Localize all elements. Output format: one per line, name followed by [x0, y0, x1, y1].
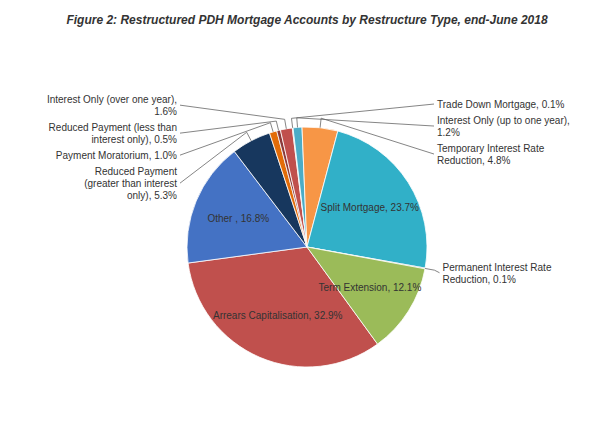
- svg-text:Temporary Interest RateReducti: Temporary Interest RateReduction, 4.8%: [437, 143, 545, 166]
- svg-text:Interest Only (over one year),: Interest Only (over one year),1.6%: [47, 94, 177, 117]
- svg-text:Trade Down Mortgage, 0.1%: Trade Down Mortgage, 0.1%: [437, 99, 565, 110]
- svg-text:Term Extension, 12.1%: Term Extension, 12.1%: [319, 282, 422, 293]
- svg-text:Payment Moratorium, 1.0%: Payment Moratorium, 1.0%: [56, 150, 177, 161]
- svg-text:Reduced Payment(greater than i: Reduced Payment(greater than interestonl…: [84, 166, 177, 201]
- svg-text:Permanent Interest RateReducti: Permanent Interest RateReduction, 0.1%: [443, 262, 552, 285]
- html-text:Figure 2: Restructured PDH Mor: Figure 2: Restructured PDH Mortgage Acco…: [66, 13, 548, 27]
- svg-text:Interest Only (up to one year): Interest Only (up to one year),1.2%: [437, 115, 570, 138]
- svg-text:Arrears Capitalisation, 32.9%: Arrears Capitalisation, 32.9%: [213, 310, 343, 321]
- svg-text:Reduced Payment (less thaninte: Reduced Payment (less thaninterest only)…: [49, 122, 178, 145]
- svg-text:Split Mortgage, 23.7%: Split Mortgage, 23.7%: [321, 202, 419, 213]
- svg-text:Other , 16.8%: Other , 16.8%: [207, 213, 269, 224]
